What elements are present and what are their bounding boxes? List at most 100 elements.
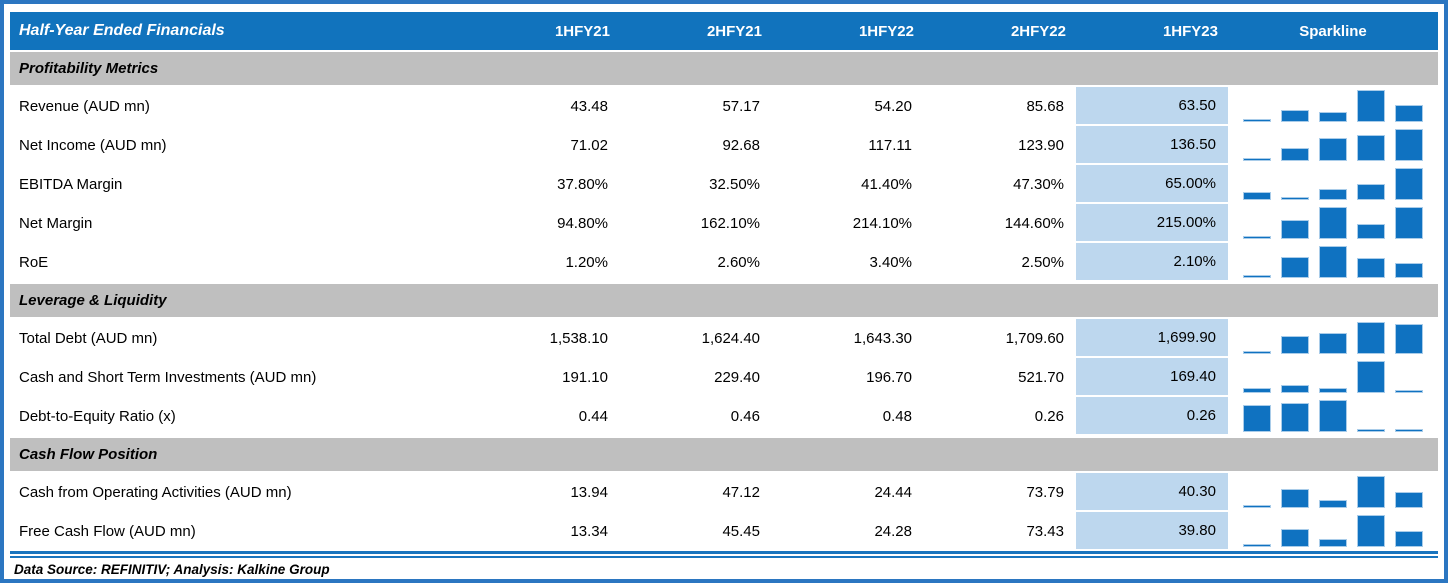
sparkline-cell <box>1228 473 1438 512</box>
column-header-sparkline: Sparkline <box>1228 12 1438 50</box>
sparkline <box>1243 90 1423 122</box>
sparkline <box>1243 129 1423 161</box>
sparkline <box>1243 246 1423 278</box>
value-cell: 117.11 <box>772 126 924 165</box>
sparkline <box>1243 168 1423 200</box>
sparkline-bar <box>1319 500 1347 508</box>
sparkline-bar <box>1243 119 1271 122</box>
table-title: Half-Year Ended Financials <box>10 12 468 50</box>
value-cell: 215.00% <box>1076 204 1228 243</box>
row-label: Debt-to-Equity Ratio (x) <box>10 397 468 436</box>
value-cell: 57.17 <box>620 87 772 126</box>
value-cell: 0.48 <box>772 397 924 436</box>
row-label: Revenue (AUD mn) <box>10 87 468 126</box>
sparkline-bar <box>1281 403 1309 432</box>
value-cell: 43.48 <box>468 87 620 126</box>
sparkline-bar <box>1319 400 1347 432</box>
value-cell: 0.26 <box>924 397 1076 436</box>
value-cell: 162.10% <box>620 204 772 243</box>
value-cell: 1,699.90 <box>1076 319 1228 358</box>
sparkline <box>1243 207 1423 239</box>
sparkline-bar <box>1357 90 1385 122</box>
sparkline-bar <box>1395 129 1423 161</box>
row-label: Net Income (AUD mn) <box>10 126 468 165</box>
column-header-2hfy22: 2HFY22 <box>924 12 1076 50</box>
value-cell: 196.70 <box>772 358 924 397</box>
value-cell: 73.79 <box>924 473 1076 512</box>
value-cell: 65.00% <box>1076 165 1228 204</box>
row-label: Cash and Short Term Investments (AUD mn) <box>10 358 468 397</box>
value-cell: 169.40 <box>1076 358 1228 397</box>
row-label: Free Cash Flow (AUD mn) <box>10 512 468 551</box>
sparkline-cell <box>1228 87 1438 126</box>
sparkline-bar <box>1395 105 1423 122</box>
sparkline-bar <box>1281 110 1309 122</box>
sparkline-bar <box>1357 322 1385 354</box>
value-cell: 521.70 <box>924 358 1076 397</box>
sparkline-bar <box>1357 429 1385 432</box>
sparkline-bar <box>1357 135 1385 161</box>
sparkline-bar <box>1357 476 1385 508</box>
sparkline-bar <box>1281 489 1309 508</box>
value-cell: 1,538.10 <box>468 319 620 358</box>
value-cell: 47.30% <box>924 165 1076 204</box>
sparkline-bar <box>1243 505 1271 508</box>
column-header-1hfy22: 1HFY22 <box>772 12 924 50</box>
sparkline-bar <box>1395 207 1423 239</box>
sparkline <box>1243 361 1423 393</box>
value-cell: 40.30 <box>1076 473 1228 512</box>
value-cell: 191.10 <box>468 358 620 397</box>
row-label: Cash from Operating Activities (AUD mn) <box>10 473 468 512</box>
sparkline-bar <box>1281 336 1309 354</box>
sparkline-bar <box>1319 246 1347 278</box>
sparkline-bar <box>1243 388 1271 393</box>
value-cell: 13.34 <box>468 512 620 551</box>
value-cell: 2.60% <box>620 243 772 282</box>
sparkline-cell <box>1228 243 1438 282</box>
sparkline-bar <box>1319 207 1347 239</box>
value-cell: 92.68 <box>620 126 772 165</box>
sparkline-bar <box>1319 138 1347 161</box>
value-cell: 1,709.60 <box>924 319 1076 358</box>
value-cell: 37.80% <box>468 165 620 204</box>
sparkline-bar <box>1281 197 1309 200</box>
sparkline <box>1243 322 1423 354</box>
row-label: Net Margin <box>10 204 468 243</box>
sparkline-bar <box>1243 158 1271 161</box>
sparkline-cell <box>1228 126 1438 165</box>
financial-table: Half-Year Ended Financials 1HFY21 2HFY21 1H… <box>10 12 1438 551</box>
sparkline-bar <box>1319 388 1347 393</box>
value-cell: 24.44 <box>772 473 924 512</box>
sparkline-bar <box>1243 405 1271 432</box>
value-cell: 94.80% <box>468 204 620 243</box>
sparkline <box>1243 476 1423 508</box>
value-cell: 214.10% <box>772 204 924 243</box>
column-header-1hfy21: 1HFY21 <box>468 12 620 50</box>
sparkline-cell <box>1228 358 1438 397</box>
sparkline-bar <box>1319 539 1347 547</box>
sparkline-bar <box>1281 220 1309 239</box>
sparkline-bar <box>1281 529 1309 547</box>
sparkline-bar <box>1395 429 1423 432</box>
value-cell: 39.80 <box>1076 512 1228 551</box>
row-label: RoE <box>10 243 468 282</box>
sparkline-bar <box>1357 224 1385 239</box>
sparkline-bar <box>1357 184 1385 200</box>
value-cell: 41.40% <box>772 165 924 204</box>
section-header: Leverage & Liquidity <box>10 282 1438 319</box>
sparkline-cell <box>1228 512 1438 551</box>
sparkline <box>1243 515 1423 547</box>
value-cell: 63.50 <box>1076 87 1228 126</box>
value-cell: 0.44 <box>468 397 620 436</box>
value-cell: 123.90 <box>924 126 1076 165</box>
sparkline-bar <box>1243 544 1271 547</box>
column-header-1hfy23: 1HFY23 <box>1076 12 1228 50</box>
value-cell: 1.20% <box>468 243 620 282</box>
section-header: Cash Flow Position <box>10 436 1438 473</box>
sparkline-bar <box>1357 515 1385 547</box>
sparkline-bar <box>1395 492 1423 508</box>
section-header: Profitability Metrics <box>10 50 1438 87</box>
sparkline-bar <box>1319 333 1347 354</box>
sparkline <box>1243 400 1423 432</box>
sparkline-bar <box>1395 531 1423 547</box>
